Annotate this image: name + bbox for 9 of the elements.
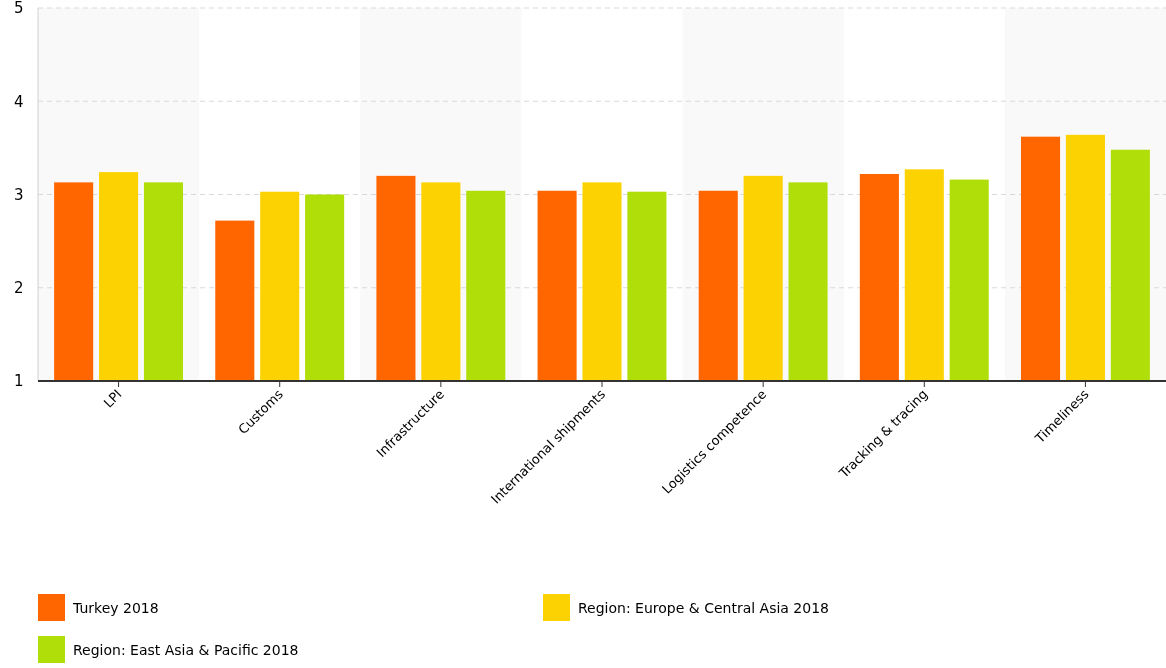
legend-label: Region: East Asia & Pacific 2018 <box>73 641 299 658</box>
y-tick-label: 2 <box>14 279 24 297</box>
y-tick-label: 3 <box>14 185 24 204</box>
x-tick-label: LPI <box>100 386 125 411</box>
y-tick-label: 1 <box>14 372 24 391</box>
y-tick-label: 4 <box>14 92 24 111</box>
legend-label: Region: Europe & Central Asia 2018 <box>578 599 829 616</box>
legend-label: Turkey 2018 <box>72 599 159 616</box>
y-tick-label: 5 <box>14 0 24 18</box>
